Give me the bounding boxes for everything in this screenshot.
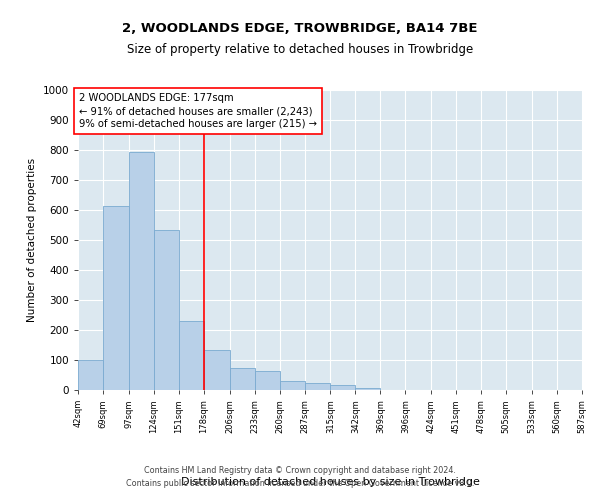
Text: Size of property relative to detached houses in Trowbridge: Size of property relative to detached ho… — [127, 42, 473, 56]
Text: Contains HM Land Registry data © Crown copyright and database right 2024.
Contai: Contains HM Land Registry data © Crown c… — [126, 466, 474, 487]
Bar — [204, 350, 230, 390]
Y-axis label: Number of detached properties: Number of detached properties — [27, 158, 37, 322]
Bar — [154, 230, 179, 390]
Bar — [230, 368, 254, 390]
Bar — [305, 382, 331, 390]
Bar — [129, 152, 154, 390]
Text: 2 WOODLANDS EDGE: 177sqm
← 91% of detached houses are smaller (2,243)
9% of semi: 2 WOODLANDS EDGE: 177sqm ← 91% of detach… — [79, 93, 317, 130]
Text: 2, WOODLANDS EDGE, TROWBRIDGE, BA14 7BE: 2, WOODLANDS EDGE, TROWBRIDGE, BA14 7BE — [122, 22, 478, 36]
Bar — [78, 360, 103, 390]
Bar — [254, 370, 280, 390]
Bar — [280, 381, 305, 390]
Bar — [355, 388, 380, 390]
Bar — [103, 206, 129, 390]
Bar — [179, 321, 204, 390]
X-axis label: Distribution of detached houses by size in Trowbridge: Distribution of detached houses by size … — [181, 478, 479, 488]
Bar — [331, 384, 355, 390]
